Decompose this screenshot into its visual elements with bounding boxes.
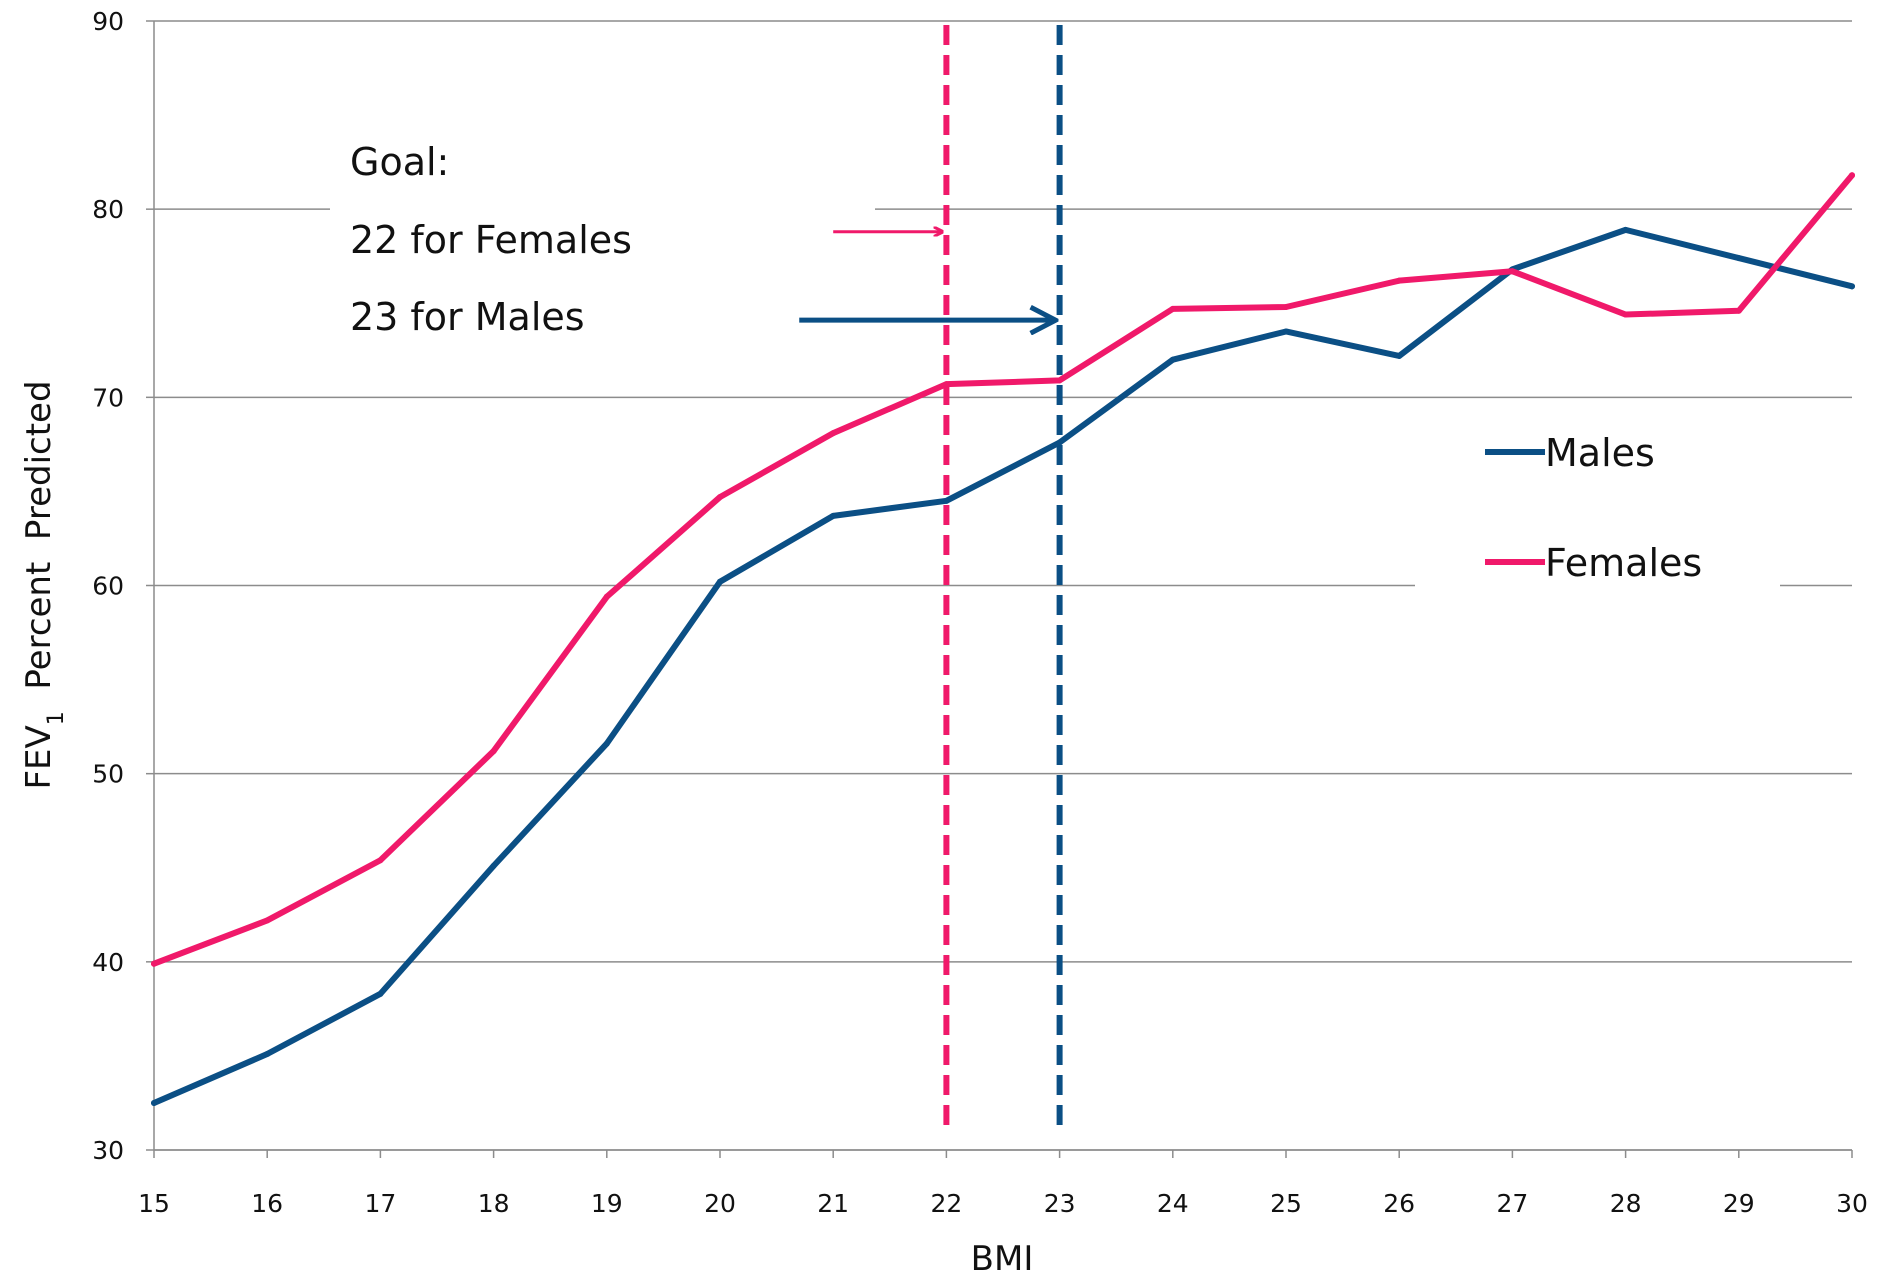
data-point-females-29	[1735, 307, 1742, 314]
y-tick-label-40: 40	[92, 948, 124, 977]
data-point-males-20	[717, 578, 723, 585]
data-point-males-28	[1622, 226, 1629, 233]
data-point-males-21	[830, 512, 837, 519]
y-axis-title-rest: Percent Predicted	[19, 380, 59, 711]
x-tick-label-16: 16	[251, 1189, 283, 1218]
x-tick-label-17: 17	[364, 1189, 396, 1218]
goal-annotation: Goal: 22 for Females 23 for Males	[350, 140, 632, 339]
x-tick-label-15: 15	[138, 1189, 170, 1218]
data-point-females-16	[264, 917, 271, 924]
x-tick-label-26: 26	[1383, 1189, 1415, 1218]
x-tick-label-24: 24	[1157, 1189, 1189, 1218]
data-point-females-25	[1283, 304, 1289, 311]
y-tick-label-30: 30	[92, 1136, 124, 1165]
y-axis-title-subscript: 1	[44, 711, 69, 725]
x-tick-labels: 15 16 17 18 19 20 21 22 23 24 25 26 27 28 29 30	[138, 1189, 1868, 1218]
data-point-females-30	[1849, 172, 1855, 179]
data-point-males-25	[1283, 328, 1289, 335]
y-axis-title-main: FEV	[19, 725, 59, 789]
data-point-females-18	[490, 748, 497, 755]
y-tick-label-90: 90	[92, 7, 124, 36]
x-tick-label-30: 30	[1836, 1189, 1868, 1218]
x-axis-title: BMI	[971, 1239, 1034, 1279]
series-line-males	[151, 226, 1855, 1106]
goal-arrows	[799, 232, 1055, 320]
data-point-females-22	[943, 381, 950, 388]
data-point-males-18	[490, 862, 497, 869]
data-point-females-26	[1396, 277, 1403, 284]
legend: Males Females	[1485, 431, 1702, 585]
data-point-males-24	[1169, 356, 1176, 363]
legend-label-females: Females	[1545, 541, 1702, 585]
x-tick-label-22: 22	[930, 1189, 962, 1218]
x-tick-label-27: 27	[1496, 1189, 1528, 1218]
data-point-females-27	[1509, 268, 1516, 275]
y-tick-labels: 30 40 50 60 70 80 90	[92, 7, 124, 1165]
y-axis-title: FEV1 Percent Predicted	[19, 380, 69, 789]
annotation-female-goal: 22 for Females	[350, 218, 632, 262]
data-point-females-28	[1622, 311, 1629, 318]
data-series	[151, 172, 1855, 1106]
data-point-males-29	[1735, 255, 1742, 262]
data-point-females-15	[151, 960, 157, 967]
series-line-females	[151, 172, 1855, 967]
x-tick-label-18: 18	[478, 1189, 510, 1218]
x-tick-label-28: 28	[1610, 1189, 1642, 1218]
data-point-males-16	[264, 1051, 271, 1058]
x-tick-label-21: 21	[817, 1189, 849, 1218]
data-point-females-21	[830, 430, 837, 437]
data-point-females-24	[1169, 305, 1176, 312]
data-point-males-22	[943, 497, 950, 504]
annotation-male-goal: 23 for Males	[350, 295, 585, 339]
data-point-females-17	[377, 857, 384, 864]
annotation-background	[330, 130, 875, 345]
data-point-females-19	[603, 593, 610, 600]
y-tick-label-70: 70	[92, 383, 124, 412]
x-tick-label-25: 25	[1270, 1189, 1302, 1218]
legend-label-males: Males	[1545, 431, 1655, 475]
annotation-goal-heading: Goal:	[350, 140, 449, 184]
data-point-males-15	[151, 1099, 157, 1106]
y-tick-label-80: 80	[92, 195, 124, 224]
x-tick-label-19: 19	[591, 1189, 623, 1218]
data-point-males-17	[377, 990, 384, 997]
y-tick-label-50: 50	[92, 760, 124, 789]
x-tick-label-20: 20	[704, 1189, 736, 1218]
data-point-females-20	[717, 494, 723, 501]
data-point-males-19	[603, 740, 610, 747]
x-tick-label-29: 29	[1723, 1189, 1755, 1218]
data-point-males-26	[1396, 352, 1403, 359]
x-tick-label-23: 23	[1044, 1189, 1076, 1218]
legend-background	[1415, 410, 1780, 600]
goal-lines	[943, 25, 1063, 1132]
data-point-females-23	[1056, 377, 1063, 384]
data-point-males-30	[1849, 283, 1855, 290]
data-point-males-23	[1056, 439, 1063, 446]
y-tick-label-60: 60	[92, 572, 124, 601]
